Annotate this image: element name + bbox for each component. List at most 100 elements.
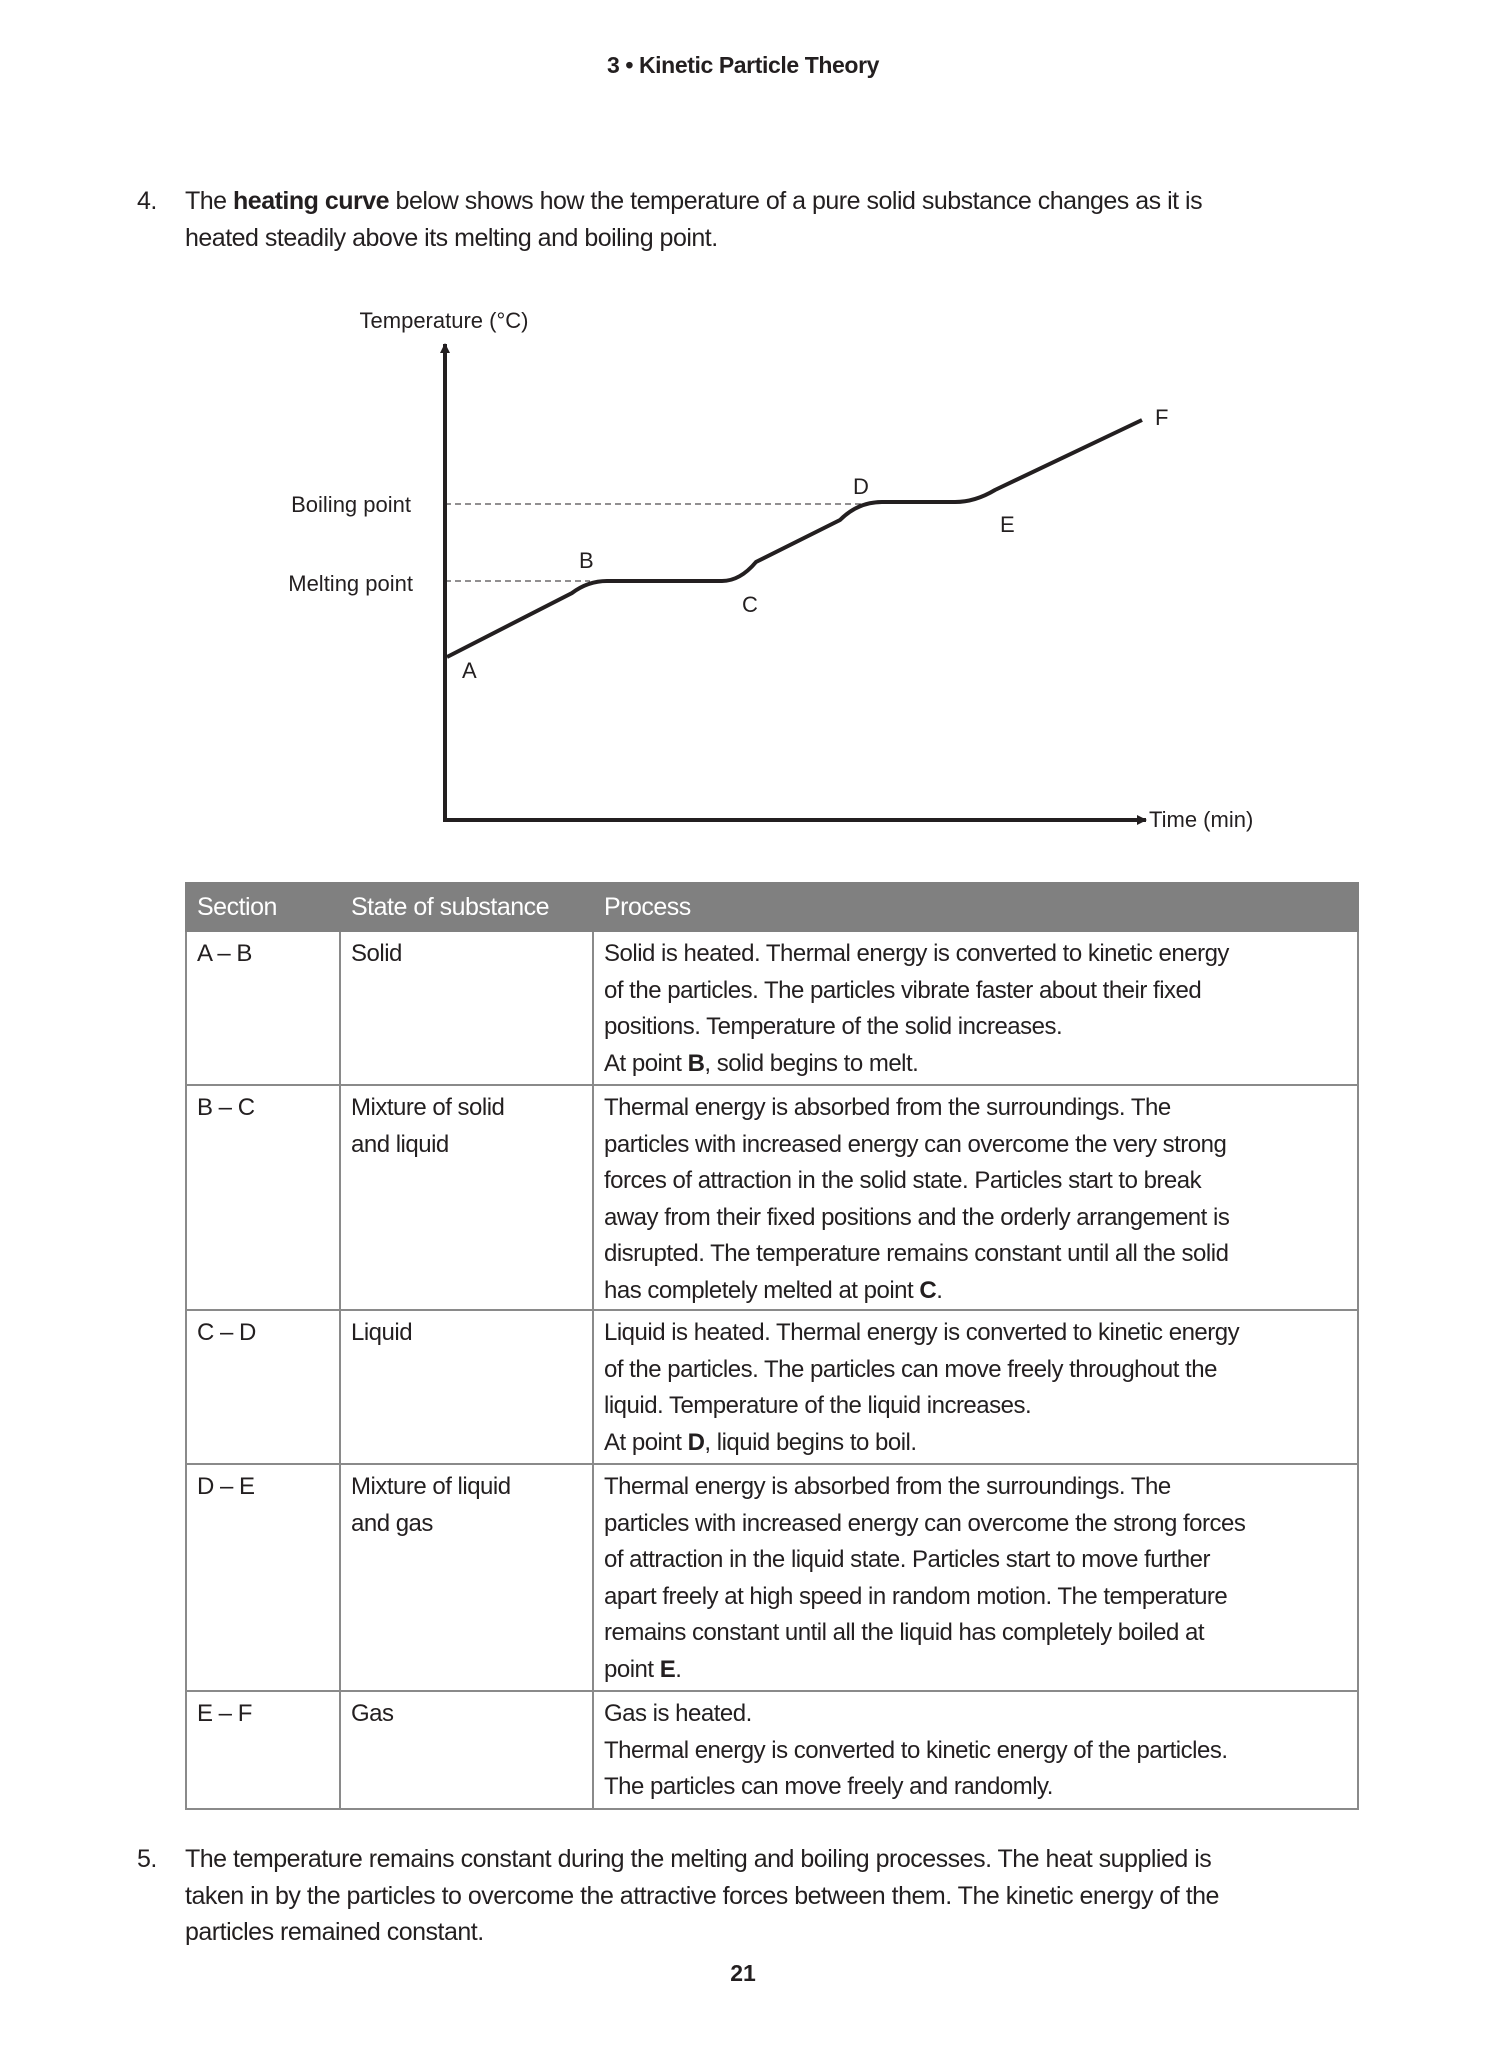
text-segment: , liquid begins to boil. (704, 1428, 917, 1456)
text-segment: of the particles. The particles can move… (604, 1355, 1217, 1383)
process-cell: Liquid is heated. Thermal energy is conv… (592, 1309, 1359, 1465)
text-segment: positions. Temperature of the solid incr… (604, 1013, 1063, 1040)
process-cell: Solid is heated. Thermal energy is conve… (592, 930, 1359, 1086)
text-line: The heating curve below shows how the te… (185, 183, 1345, 220)
text-segment: of attraction in the liquid state. Parti… (604, 1546, 1210, 1573)
text-line: At point D, liquid begins to boil. (604, 1425, 1347, 1462)
x-axis-label: Time (min) (1149, 807, 1253, 832)
text-line: liquid. Temperature of the liquid increa… (604, 1388, 1347, 1425)
text-segment: At point (604, 1428, 688, 1456)
heating-curve-line (446, 418, 1143, 659)
text-segment: apart freely at high speed in random mot… (604, 1582, 1228, 1610)
bold-text: heating curve (233, 187, 390, 215)
text-segment: particles with increased energy can over… (604, 1130, 1227, 1158)
section-cell: E – F (185, 1690, 341, 1810)
table-row: A – B Solid Solid is heated. Thermal energ… (185, 930, 1359, 1086)
text-line: of the particles. The particles vibrate … (604, 973, 1347, 1010)
table-row: E – F Gas Gas is heated. Thermal energy is … (185, 1690, 1359, 1810)
text-segment: below shows how the temperature of a pur… (389, 187, 1203, 215)
y-axis-label: Temperature (°C) (360, 308, 529, 333)
text-line: and gas (351, 1509, 433, 1537)
process-cell: Thermal energy is absorbed from the surr… (592, 1084, 1359, 1311)
question-4-text: The heating curve below shows how the te… (185, 183, 1345, 256)
text-segment: has completely melted at point (604, 1276, 920, 1304)
header-process: Process (592, 882, 1359, 932)
text-line: away from their fixed positions and the … (604, 1200, 1347, 1237)
text-line: Liquid (351, 1319, 413, 1346)
text-line: Solid (351, 940, 402, 967)
text-segment: away from their fixed positions and the … (604, 1203, 1230, 1231)
table-row: D – E Mixture of liquid and gas Thermal ene… (185, 1463, 1359, 1692)
text-segment: forces of attraction in the solid state.… (604, 1167, 1202, 1194)
page-number: 21 (730, 1960, 756, 1986)
text-segment: Gas is heated. (604, 1700, 752, 1727)
section-cell: A – B (185, 930, 341, 1086)
text-line: apart freely at high speed in random mot… (604, 1579, 1347, 1616)
point-label-d: D (853, 474, 869, 499)
process-cell: Gas is heated. Thermal energy is converte… (592, 1690, 1359, 1810)
heating-curve-chart: Temperature (°C) Time (min) Boiling poin… (288, 308, 1253, 832)
text-segment: disrupted. The temperature remains const… (604, 1240, 1229, 1267)
text-line: forces of attraction in the solid state.… (604, 1163, 1347, 1200)
state-cell: Gas (339, 1690, 594, 1810)
running-header: 3 • Kinetic Particle Theory (606, 52, 880, 78)
text-segment: Thermal energy is absorbed from the surr… (604, 1473, 1171, 1500)
text-line: Liquid is heated. Thermal energy is conv… (604, 1315, 1347, 1352)
text-line: Mixture of liquid (351, 1473, 511, 1500)
state-cell: Solid (339, 930, 594, 1086)
header-section: Section (185, 882, 341, 932)
heating-curve-table: Section State of substance Process A – B… (185, 882, 1359, 1810)
table-header-row: Section State of substance Process (185, 882, 1359, 932)
point-label-a: A (462, 658, 477, 683)
text-segment: Thermal energy is converted to kinetic e… (604, 1736, 1228, 1764)
table-row: C – D Liquid Liquid is heated. Thermal ene… (185, 1309, 1359, 1465)
point-label-e: E (1000, 512, 1015, 537)
section-cell: D – E (185, 1463, 341, 1692)
text-line: Thermal energy is absorbed from the surr… (604, 1090, 1347, 1127)
table-row: B – C Mixture of solid and liquid Thermal e… (185, 1084, 1359, 1311)
text-segment: heated steadily above its melting and bo… (185, 223, 718, 252)
question-5-number: 5. (137, 1845, 157, 1873)
question-5-text: The temperature remains constant during … (185, 1841, 1345, 1951)
text-line: At point B, solid begins to melt. (604, 1046, 1347, 1083)
text-line: has completely melted at point C. (604, 1273, 1347, 1310)
text-segment: liquid. Temperature of the liquid increa… (604, 1392, 1032, 1419)
text-segment: . (936, 1276, 943, 1304)
text-line: The temperature remains constant during … (185, 1841, 1345, 1878)
text-line: of attraction in the liquid state. Parti… (604, 1542, 1347, 1579)
text-segment: , solid begins to melt. (704, 1049, 919, 1077)
state-cell: Mixture of liquid and gas (339, 1463, 594, 1692)
text-line: heated steadily above its melting and bo… (185, 220, 1345, 257)
text-line: of the particles. The particles can move… (604, 1352, 1347, 1389)
bold-text: D (687, 1428, 705, 1456)
text-segment: taken in by the particles to overcome th… (185, 1881, 1219, 1910)
text-line: taken in by the particles to overcome th… (185, 1878, 1345, 1915)
text-segment: The particles can move freely and random… (604, 1773, 1053, 1800)
text-line: point E. (604, 1652, 1347, 1689)
text-segment: of the particles. The particles vibrate … (604, 976, 1202, 1004)
text-line: The particles can move freely and random… (604, 1769, 1347, 1806)
state-cell: Mixture of solid and liquid (339, 1084, 594, 1311)
text-segment: Thermal energy is absorbed from the surr… (604, 1094, 1171, 1121)
text-line: particles remained constant. (185, 1914, 1345, 1951)
bold-text: E (659, 1655, 676, 1683)
text-line: Gas (351, 1700, 394, 1727)
text-line: positions. Temperature of the solid incr… (604, 1009, 1347, 1046)
text-line: disrupted. The temperature remains const… (604, 1236, 1347, 1273)
text-line: particles with increased energy can over… (604, 1127, 1347, 1164)
text-segment: The temperature remains constant during … (185, 1845, 1212, 1873)
text-segment: . (675, 1655, 682, 1683)
header-state: State of substance (339, 882, 594, 932)
text-line: Gas is heated. (604, 1696, 1347, 1733)
state-cell: Liquid (339, 1309, 594, 1465)
text-segment: remains constant until all the liquid ha… (604, 1619, 1205, 1646)
section-cell: B – C (185, 1084, 341, 1311)
boiling-point-label: Boiling point (291, 492, 411, 517)
text-line: and liquid (351, 1130, 449, 1158)
text-line: remains constant until all the liquid ha… (604, 1615, 1347, 1652)
text-line: Thermal energy is absorbed from the surr… (604, 1469, 1347, 1506)
question-4-number: 4. (137, 187, 157, 215)
bold-text: B (687, 1049, 705, 1077)
text-line: Solid is heated. Thermal energy is conve… (604, 936, 1347, 973)
text-segment: particles remained constant. (185, 1918, 484, 1946)
